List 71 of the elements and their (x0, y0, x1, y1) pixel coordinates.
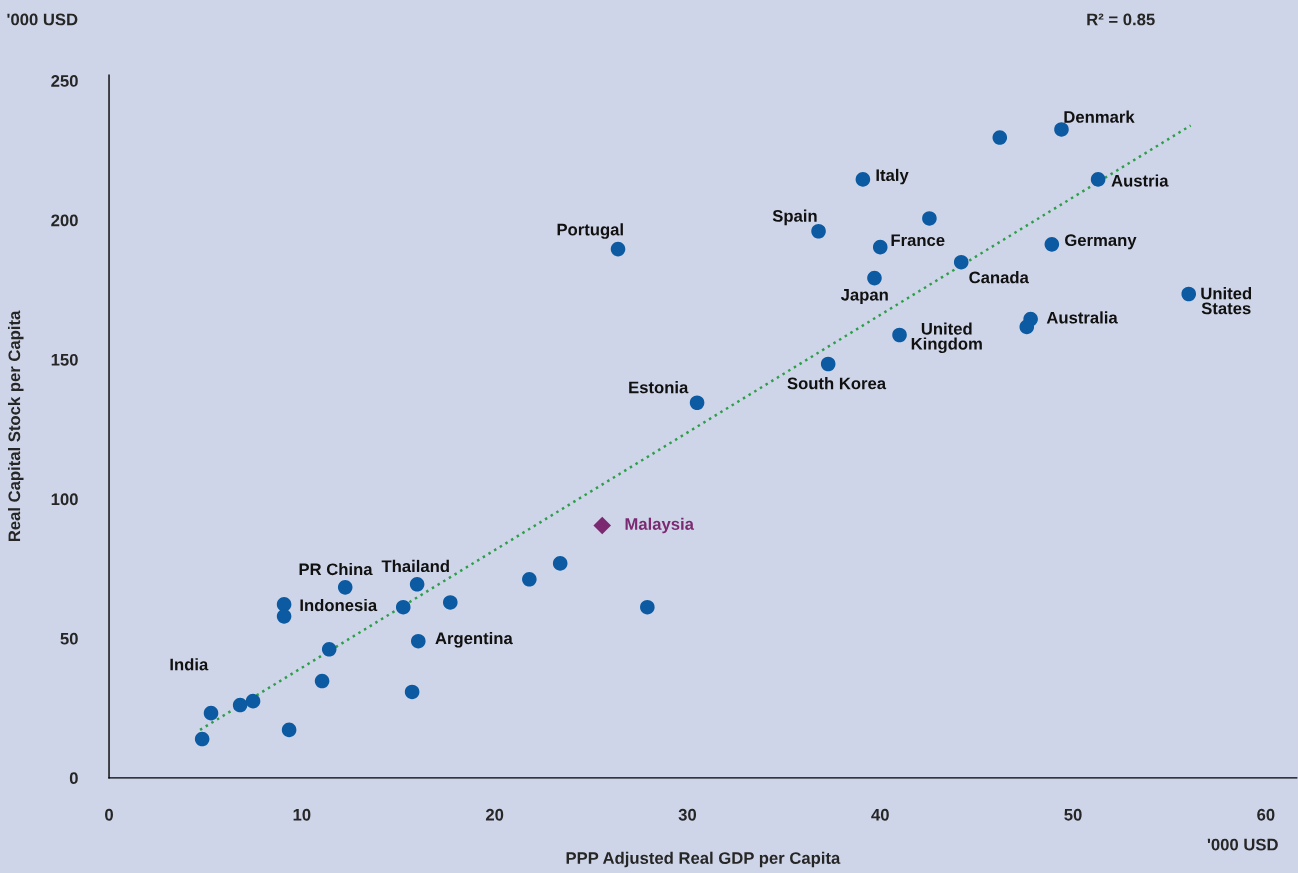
annotation: Japan (840, 289, 888, 304)
point (867, 270, 882, 286)
point (640, 599, 655, 615)
point (820, 356, 836, 372)
x-tick-label: 60 (1257, 808, 1275, 821)
annotation: Denmark (1064, 110, 1135, 123)
point (1181, 286, 1197, 302)
point (953, 254, 969, 270)
point (1090, 172, 1106, 187)
point (276, 609, 292, 624)
y-tick-label: 50 (60, 632, 78, 645)
point (409, 577, 425, 592)
annotation: France (891, 234, 945, 247)
x-tick-label: 30 (678, 808, 697, 821)
point (922, 211, 937, 226)
annotation: United Kingdom (911, 322, 982, 354)
point (321, 642, 337, 657)
point (610, 241, 626, 257)
y-axis-title: Real Capital Stock per Capita (7, 310, 24, 542)
annotation: South Korea (787, 377, 887, 390)
point (443, 595, 458, 610)
annotation: Portugal (557, 223, 623, 239)
point (689, 395, 705, 411)
point (337, 580, 353, 595)
annotation: Argentina (435, 632, 513, 648)
y-tick-label: 100 (51, 493, 78, 506)
point (194, 731, 210, 747)
annotation: Canada (969, 271, 1029, 284)
point (522, 572, 537, 587)
point (395, 599, 411, 615)
point (1019, 319, 1035, 335)
y-tick-label: 150 (51, 353, 78, 366)
point (872, 239, 888, 255)
point (281, 722, 297, 738)
point (314, 673, 330, 689)
annotation: Austria (1111, 174, 1169, 187)
annotation: Italy (876, 168, 909, 185)
y-tick-label: 250 (51, 75, 78, 87)
point (404, 684, 420, 700)
x-tick-label: 10 (293, 808, 311, 821)
text: '000 USD (7, 13, 78, 26)
annotation: Indonesia (300, 598, 378, 612)
point (892, 327, 907, 343)
y-tick-label: 200 (51, 214, 78, 227)
annotation: Germany (1065, 234, 1137, 250)
point (1044, 237, 1060, 252)
annotation: United States (1201, 287, 1252, 315)
x-tick-label: 20 (485, 808, 504, 821)
series-label: Malaysia (625, 517, 695, 534)
annotation: Estonia (629, 381, 689, 394)
x-tick-label: 0 (105, 808, 113, 821)
annotation: Thailand (381, 559, 449, 573)
text: R² = 0.85 (1087, 13, 1155, 26)
point (552, 556, 568, 571)
annotation: India (170, 658, 209, 671)
x-tick-label: 40 (871, 808, 889, 821)
annotation: Australia (1046, 311, 1118, 324)
annotation: Spain (772, 209, 817, 226)
point (411, 633, 426, 649)
text: '000 USD (1207, 838, 1278, 851)
point (593, 516, 612, 535)
x-tick-label: 50 (1064, 808, 1082, 821)
point (245, 693, 261, 709)
y-tick-label: 0 (69, 772, 78, 785)
x-axis-title: PPP Adjusted Real GDP per Capita (566, 851, 841, 868)
point (1054, 122, 1069, 137)
point (203, 705, 219, 721)
point (992, 130, 1008, 145)
point (232, 697, 248, 713)
annotation: PR China (299, 562, 373, 576)
point (855, 172, 871, 187)
